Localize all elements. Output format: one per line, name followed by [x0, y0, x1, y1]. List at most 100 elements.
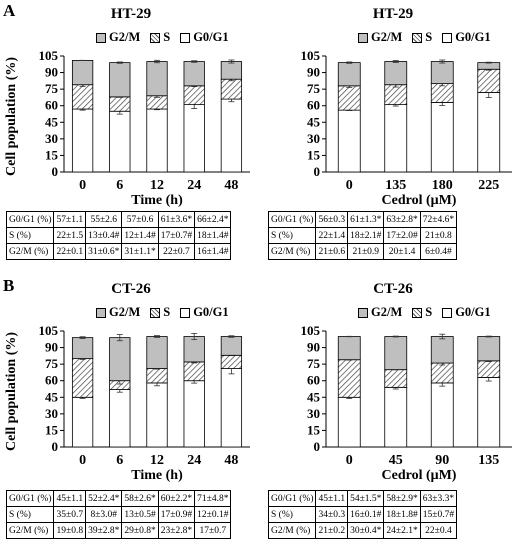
- bar-segment-g0g1: [146, 108, 168, 173]
- table-cell: 34±0.3: [315, 506, 349, 523]
- y-tick-label: 90: [307, 65, 320, 80]
- legend-swatch: [180, 307, 191, 318]
- legend-item: G2/M: [358, 305, 402, 320]
- legend-swatch: [150, 32, 161, 43]
- y-tick-label: 45: [45, 389, 59, 404]
- bar-segment-s: [384, 369, 408, 388]
- y-tick-label: 90: [45, 65, 58, 80]
- error-bar: [392, 335, 399, 338]
- y-tick-label: 30: [45, 406, 58, 421]
- legend-label: G0/G1: [193, 305, 229, 319]
- legend-item: G2/M: [358, 30, 402, 45]
- table-row: G2/M (%) 19±0.8 39±2.8* 29±0.8* 23±2.8* 17±0.…: [5, 522, 232, 539]
- legend: G2/M S G0/G1: [358, 305, 491, 320]
- y-tick-label: 0: [314, 164, 321, 179]
- table-row: G2/M (%) 21±0.2 30±0.4* 24±2.1* 22±0.4: [267, 522, 458, 539]
- bar-segment-g2m: [183, 336, 205, 363]
- table-cell: 58±2.9*: [383, 490, 421, 507]
- table-cell: 22±0.7: [157, 243, 196, 260]
- legend-swatch: [358, 307, 368, 318]
- bar-segment-g0g1: [430, 382, 454, 448]
- legend-item: S: [412, 30, 432, 45]
- y-tick-label: 30: [45, 131, 58, 146]
- x-tick-label: 24: [187, 453, 201, 468]
- table-row: S (%) 22±1.5 13±0.4# 12±1.4# 17±0.7# 18±1.4#: [5, 227, 232, 244]
- bar-segment-g0g1: [477, 377, 501, 448]
- table-row: G0/G1 (%) 57±1.1 55±2.6 57±0.6 61±3.6* 66±2.4…: [5, 211, 232, 228]
- table-cell: 29±0.8*: [121, 522, 159, 539]
- table-row: G2/M (%) 22±0.1 31±0.6* 31±1.1* 22±0.7 16±1.4…: [5, 243, 232, 260]
- table-row: G2/M (%) 21±0.6 21±0.9 20±1.4 6±0.4#: [267, 243, 458, 260]
- x-tick-label: 0: [79, 453, 86, 468]
- table-row: S (%) 22±1.4 18±2.1# 17±2.0# 21±0.8: [267, 227, 458, 244]
- bar-segment-g2m: [220, 336, 243, 356]
- bar-segment-g0g1: [430, 102, 454, 173]
- legend-label: G0/G1: [193, 30, 229, 44]
- legend-item: G0/G1: [180, 305, 229, 320]
- y-tick-label: 15: [307, 147, 321, 162]
- panel-letter-b: B: [3, 276, 15, 295]
- y-tick-label: 0: [52, 439, 59, 454]
- y-tick-label: 90: [45, 340, 58, 355]
- bar-segment-s: [146, 368, 168, 384]
- table-cell: 21±0.9: [347, 243, 385, 260]
- row-header: G0/G1 (%): [5, 490, 55, 507]
- x-tick-label: 225: [478, 178, 499, 193]
- bar-segment-s: [477, 360, 501, 378]
- bar-segment-g0g1: [183, 380, 205, 448]
- x-tick-label: 6: [116, 453, 123, 468]
- row-header: S (%): [267, 506, 317, 523]
- error-bar: [392, 60, 399, 63]
- legend-label: G0/G1: [455, 30, 491, 44]
- table-cell: 55±2.6: [85, 211, 123, 228]
- table-cell: 13±0.4#: [85, 227, 123, 244]
- table-cell: 60±2.2*: [157, 490, 196, 507]
- y-tick-label: 105: [39, 48, 59, 63]
- bar-segment-s: [337, 85, 361, 111]
- bar-segment-g2m: [146, 336, 168, 369]
- error-bar: [228, 59, 235, 64]
- x-tick-label: 48: [224, 178, 238, 193]
- legend-swatch: [180, 32, 191, 43]
- table-row: G0/G1 (%) 45±1.1 52±2.4* 58±2.6* 60±2.2* 71±4…: [5, 490, 232, 507]
- bar-segment-g0g1: [146, 382, 168, 448]
- legend-item: G2/M: [96, 30, 140, 45]
- legend-swatch: [412, 307, 423, 318]
- error-bar: [154, 335, 160, 338]
- table-cell: 17±2.0#: [383, 227, 421, 244]
- table-cell: 31±1.1*: [121, 243, 159, 260]
- table-cell: 56±0.3: [315, 211, 349, 228]
- x-tick-label: 0: [346, 453, 353, 468]
- table-cell: 22±1.5: [53, 227, 87, 244]
- bar-segment-g2m: [337, 336, 361, 361]
- x-tick-label: 135: [385, 178, 406, 193]
- legend: G2/M S G0/G1: [96, 305, 229, 320]
- row-header: S (%): [5, 506, 55, 523]
- table-cell: 16±0.1#: [347, 506, 385, 523]
- table-cell: 58±2.6*: [121, 490, 159, 507]
- error-bar: [116, 61, 123, 64]
- table-cell: 18±2.1#: [347, 227, 385, 244]
- bar-segment-s: [183, 361, 205, 382]
- table-cell: 21±0.6: [315, 243, 349, 260]
- bar-segment-g0g1: [109, 389, 131, 448]
- y-tick-label: 105: [301, 48, 321, 63]
- x-tick-label: 0: [79, 178, 86, 193]
- y-tick-label: 105: [301, 323, 321, 338]
- table-cell: 18±1.4#: [194, 227, 232, 244]
- bar-segment-g2m: [71, 337, 94, 360]
- y-tick-label: 105: [39, 323, 59, 338]
- x-tick-label: 0: [346, 178, 353, 193]
- legend-label: S: [425, 30, 433, 44]
- bar-segment-g0g1: [337, 109, 361, 173]
- x-tick-label: 48: [224, 453, 238, 468]
- bar-segment-g2m: [183, 61, 205, 87]
- table-cell: 54±1.5*: [347, 490, 385, 507]
- table-cell: 52±2.4*: [85, 490, 123, 507]
- legend-swatch: [150, 307, 161, 318]
- chart-title: HT-29: [372, 6, 414, 22]
- x-axis-label: Time (h): [131, 468, 183, 483]
- error-bar: [154, 59, 160, 64]
- bar-segment-s: [477, 68, 501, 93]
- error-bar: [485, 61, 492, 64]
